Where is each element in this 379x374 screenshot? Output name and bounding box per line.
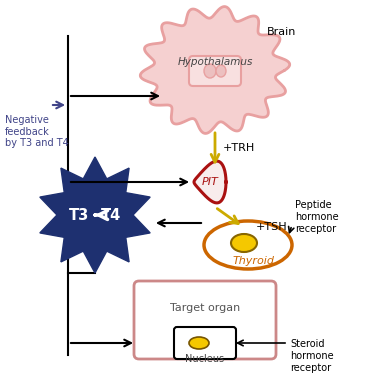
FancyBboxPatch shape xyxy=(134,281,276,359)
FancyBboxPatch shape xyxy=(174,327,236,359)
Text: Negative
feedback
by T3 and T4: Negative feedback by T3 and T4 xyxy=(5,115,69,148)
Text: PIT: PIT xyxy=(202,177,218,187)
Text: Target organ: Target organ xyxy=(170,303,240,313)
Text: +TSH: +TSH xyxy=(256,222,288,232)
Text: T3: T3 xyxy=(69,208,89,223)
Text: Brain: Brain xyxy=(267,27,296,37)
Ellipse shape xyxy=(231,234,257,252)
FancyBboxPatch shape xyxy=(189,56,241,86)
Text: Peptide
hormone
receptor: Peptide hormone receptor xyxy=(295,200,338,234)
Text: +TRH: +TRH xyxy=(223,143,255,153)
Ellipse shape xyxy=(189,337,209,349)
Text: Hypothalamus: Hypothalamus xyxy=(177,57,253,67)
Text: Nucleus: Nucleus xyxy=(185,354,225,364)
Ellipse shape xyxy=(204,64,216,78)
Text: T4: T4 xyxy=(101,208,121,223)
Ellipse shape xyxy=(216,65,226,77)
Polygon shape xyxy=(140,7,290,134)
Ellipse shape xyxy=(204,221,292,269)
Polygon shape xyxy=(40,157,150,273)
Text: Steroid
hormone
receptor: Steroid hormone receptor xyxy=(290,339,334,373)
Polygon shape xyxy=(194,161,226,203)
Text: Thyroid: Thyroid xyxy=(233,256,275,266)
